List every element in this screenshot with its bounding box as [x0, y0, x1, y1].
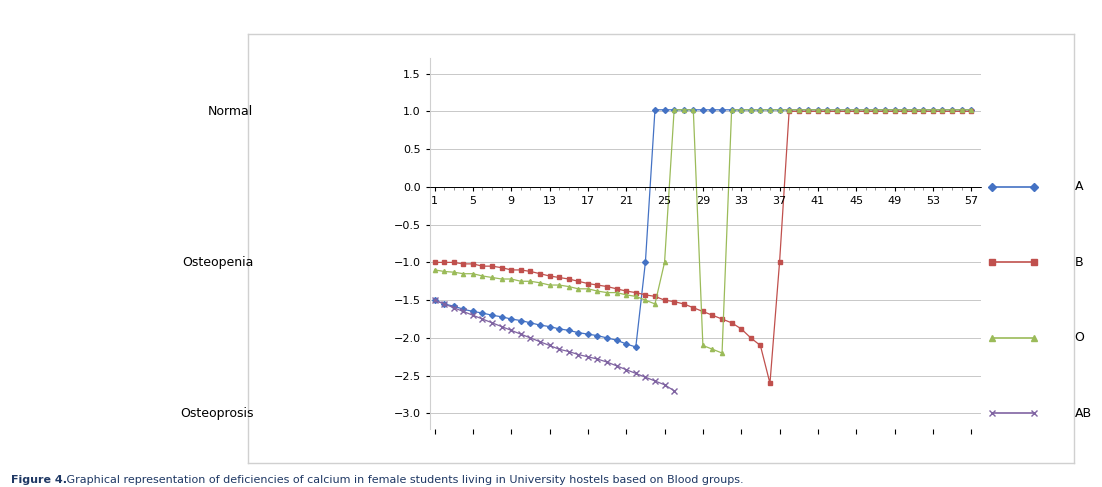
- A: [629, 344, 642, 350]
- AB: [629, 371, 642, 376]
- Text: Osteopenia: Osteopenia: [182, 256, 253, 269]
- AB: [572, 352, 585, 357]
- AB: [456, 309, 469, 315]
- Line: AB: AB: [432, 298, 677, 393]
- A: [447, 303, 461, 309]
- AB: [581, 354, 594, 360]
- Line: A: A: [432, 108, 973, 349]
- O: [964, 107, 977, 112]
- A: [821, 107, 834, 112]
- AB: [486, 320, 499, 326]
- A: [811, 107, 824, 112]
- Line: O: O: [432, 108, 973, 355]
- AB: [658, 382, 671, 388]
- Text: Normal: Normal: [208, 105, 253, 118]
- O: [428, 267, 441, 273]
- B: [782, 109, 796, 114]
- AB: [533, 339, 547, 345]
- B: [428, 260, 441, 265]
- AB: [639, 375, 652, 380]
- O: [456, 271, 469, 277]
- A: [677, 107, 690, 112]
- A: [648, 107, 661, 112]
- B: [821, 109, 834, 114]
- Text: B: B: [1074, 256, 1083, 269]
- A: [572, 330, 585, 336]
- A: [456, 306, 469, 312]
- B: [447, 260, 461, 265]
- B: [964, 109, 977, 114]
- AB: [466, 312, 479, 318]
- B: [572, 279, 585, 284]
- B: [764, 380, 777, 386]
- AB: [648, 378, 661, 384]
- O: [658, 260, 671, 265]
- AB: [447, 305, 461, 311]
- AB: [668, 388, 681, 393]
- Text: Osteoprosis: Osteoprosis: [180, 407, 253, 420]
- AB: [619, 367, 633, 373]
- Text: Graphical representation of deficiencies of calcium in female students living in: Graphical representation of deficiencies…: [63, 474, 743, 485]
- AB: [552, 346, 565, 352]
- B: [811, 109, 824, 114]
- AB: [601, 359, 614, 365]
- A: [964, 107, 977, 112]
- B: [456, 261, 469, 267]
- AB: [505, 327, 518, 333]
- AB: [611, 363, 624, 369]
- AB: [523, 335, 537, 341]
- O: [715, 350, 728, 356]
- AB: [428, 297, 441, 303]
- AB: [437, 301, 451, 307]
- O: [811, 107, 824, 112]
- AB: [562, 349, 575, 355]
- O: [821, 107, 834, 112]
- AB: [591, 356, 604, 362]
- O: [572, 286, 585, 292]
- A: [428, 297, 441, 303]
- Text: A: A: [1074, 180, 1083, 193]
- AB: [543, 342, 557, 348]
- AB: [515, 331, 528, 337]
- AB: [495, 324, 508, 330]
- Text: Figure 4.: Figure 4.: [11, 474, 67, 485]
- O: [668, 107, 681, 112]
- Text: O: O: [1074, 332, 1084, 344]
- AB: [476, 316, 489, 322]
- Line: B: B: [432, 109, 973, 385]
- Text: AB: AB: [1074, 407, 1092, 420]
- B: [658, 297, 671, 303]
- O: [447, 269, 461, 275]
